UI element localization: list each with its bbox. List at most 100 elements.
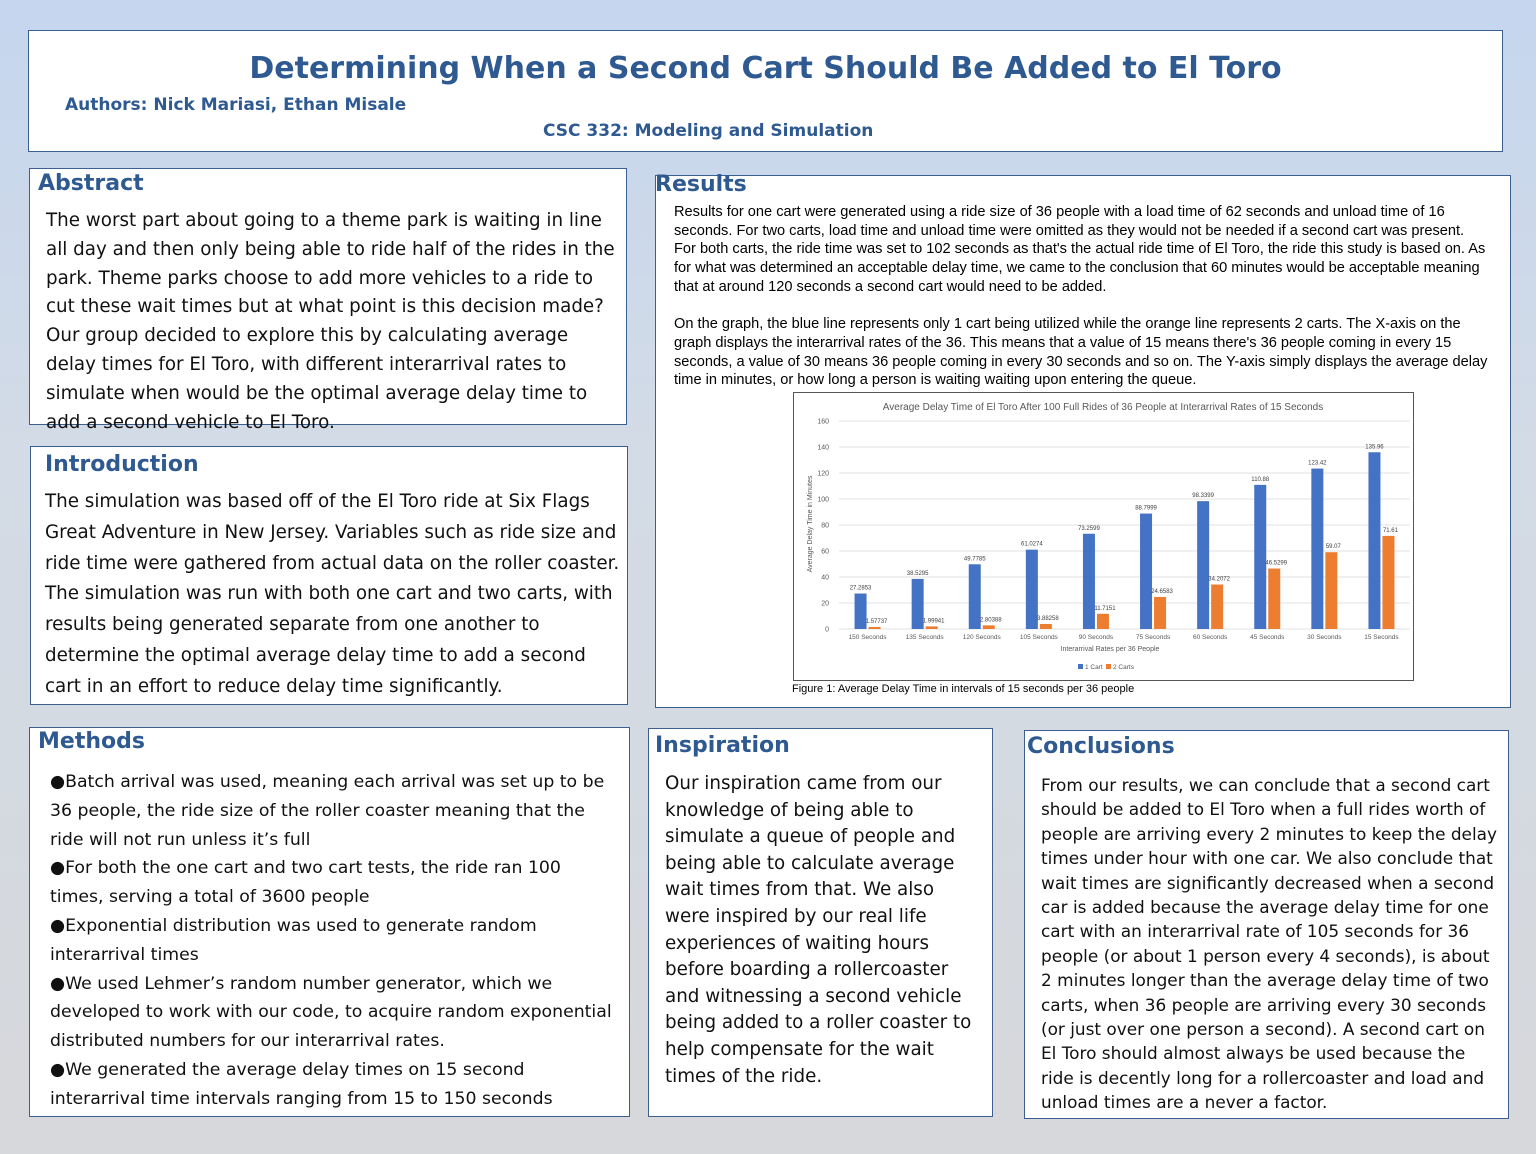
list-item: ●Batch arrival was used, meaning each ar…: [50, 768, 618, 854]
bullet: ●: [50, 772, 66, 792]
authors-line: Authors: Nick Mariasi, Ethan Misale: [65, 95, 407, 115]
data-label: 135.96: [1365, 444, 1384, 450]
x-tick-label: 60 Seconds: [1193, 634, 1228, 641]
y-tick-label: 40: [821, 575, 829, 582]
y-tick-label: 140: [817, 445, 829, 452]
x-tick-label: 105 Seconds: [1020, 634, 1059, 641]
chart-legend: 1 Cart 2 Carts: [1078, 664, 1135, 671]
abstract-heading: Abstract: [38, 171, 144, 196]
x-tick-label: 75 Seconds: [1136, 634, 1171, 641]
x-tick-label: 90 Seconds: [1079, 634, 1114, 641]
inspiration-text: Our inspiration came from our knowledge …: [665, 773, 972, 1087]
list-item: ●Exponential distribution was used to ge…: [50, 912, 618, 970]
course-line: CSC 332: Modeling and Simulation: [543, 121, 874, 141]
bar-one-cart: [854, 593, 867, 629]
methods-section: Methods ●Batch arrival was used, meaning…: [29, 727, 630, 1117]
chart-data-labels: 27.2853 1.57737 38.5295 1.99941 49.7785 2.803…: [850, 444, 1399, 625]
legend-label: 1 Cart: [1085, 664, 1103, 671]
data-label: 61.0274: [1021, 542, 1043, 548]
inspiration-heading: Inspiration: [655, 733, 790, 758]
data-label: 11.7151: [1094, 606, 1116, 612]
data-label: 71.61: [1383, 528, 1399, 534]
y-tick-label: 20: [821, 601, 829, 608]
y-axis-label: Average Delay Time in Minutes: [807, 475, 814, 572]
data-label: 88.7999: [1135, 506, 1157, 512]
x-tick-label: 30 Seconds: [1307, 634, 1342, 641]
bar-two-carts: [1211, 584, 1224, 629]
y-tick-label: 0: [825, 627, 829, 634]
bar-two-carts: [1325, 552, 1338, 629]
x-tick-label: 45 Seconds: [1250, 634, 1285, 641]
bar-one-cart: [1140, 513, 1153, 629]
delay-time-chart: Average Delay Time of El Toro After 100 …: [793, 392, 1414, 681]
x-tick-label: 135 Seconds: [906, 634, 945, 641]
bar-two-carts: [868, 626, 881, 629]
data-label: 1.99941: [923, 618, 945, 624]
abstract-section: Abstract The worst part about going to a…: [29, 168, 627, 433]
poster-header: Determining When a Second Cart Should Be…: [28, 30, 1503, 152]
results-heading: Results: [655, 172, 747, 197]
list-item: ●For both the one cart and two cart test…: [50, 854, 618, 912]
chart-title: Average Delay Time of El Toro After 100 …: [883, 402, 1323, 413]
chart-canvas: Average Delay Time of El Toro After 100 …: [807, 402, 1410, 671]
legend-label: 2 Carts: [1113, 664, 1135, 671]
conclusions-heading: Conclusions: [1027, 734, 1175, 759]
data-label: 98.3399: [1192, 493, 1214, 499]
chart-gridlines: [839, 420, 1410, 630]
data-label: 49.7785: [964, 556, 986, 562]
conclusions-section: Conclusions From our results, we can con…: [1024, 730, 1509, 1119]
list-item-text: Batch arrival was used, meaning each arr…: [50, 772, 605, 850]
data-label: 59.07: [1326, 544, 1342, 550]
bullet: ●: [50, 858, 66, 879]
introduction-heading: Introduction: [45, 452, 199, 477]
y-axis-ticks: 0 20 40 60 80 100 120 140 160: [817, 419, 829, 634]
inspiration-section: Inspiration Our inspiration came from ou…: [648, 728, 993, 1117]
legend-swatch: [1106, 664, 1111, 669]
x-tick-label: 150 Seconds: [849, 634, 888, 641]
x-tick-label: 15 Seconds: [1364, 634, 1399, 641]
data-label: 38.5295: [907, 571, 929, 577]
data-label: 110.88: [1251, 477, 1270, 483]
abstract-text: The worst part about going to a theme pa…: [46, 210, 615, 433]
list-item: ●We generated the average delay times on…: [50, 1056, 618, 1114]
bullet: ●: [50, 1059, 66, 1080]
bar-one-cart: [1082, 533, 1095, 629]
x-axis-ticks: 150 Seconds 135 Seconds 120 Seconds 105 Sec…: [849, 634, 1400, 641]
data-label: 34.2072: [1208, 577, 1230, 583]
data-label: 1.57737: [866, 619, 888, 625]
y-tick-label: 60: [821, 549, 829, 556]
legend-swatch: [1078, 664, 1083, 669]
poster-title: Determining When a Second Cart Should Be…: [249, 51, 1282, 86]
data-label: 24.6583: [1151, 589, 1173, 595]
data-label: 27.2853: [850, 586, 872, 592]
conclusions-text: From our results, we can conclude that a…: [1041, 775, 1497, 1113]
bar-two-carts: [1382, 535, 1395, 629]
bar-one-cart: [1197, 501, 1210, 629]
x-tick-label: 120 Seconds: [963, 634, 1002, 641]
bar-two-carts: [982, 625, 995, 629]
x-axis-label: Interarrival Rates per 36 People: [1061, 646, 1160, 653]
bar-one-cart: [911, 578, 924, 629]
list-item-text: We used Lehmer’s random number generator…: [50, 973, 612, 1052]
bar-two-carts: [1154, 596, 1167, 629]
bar-two-carts: [1268, 568, 1281, 629]
bar-one-cart: [1368, 452, 1381, 629]
bullet: ●: [50, 915, 66, 936]
data-label: 2.80388: [980, 617, 1002, 623]
results-paragraph-2: On the graph, the blue line represents o…: [674, 316, 1488, 389]
bar-one-cart: [1311, 468, 1324, 629]
list-item-text: For both the one cart and two cart tests…: [50, 858, 561, 908]
y-tick-label: 120: [817, 471, 829, 478]
bar-two-carts: [1096, 613, 1109, 629]
methods-heading: Methods: [38, 729, 145, 754]
results-paragraph-1: Results for one cart were generated usin…: [674, 204, 1486, 295]
chart-bars: [854, 452, 1395, 629]
y-tick-label: 100: [817, 497, 829, 504]
introduction-text: The simulation was based off of the El T…: [45, 491, 620, 697]
bullet: ●: [50, 973, 66, 994]
list-item-text: We generated the average delay times on …: [50, 1059, 553, 1109]
bar-one-cart: [968, 564, 981, 629]
bar-one-cart: [1025, 549, 1038, 629]
y-tick-label: 80: [821, 523, 829, 530]
bar-two-carts: [1039, 623, 1052, 629]
